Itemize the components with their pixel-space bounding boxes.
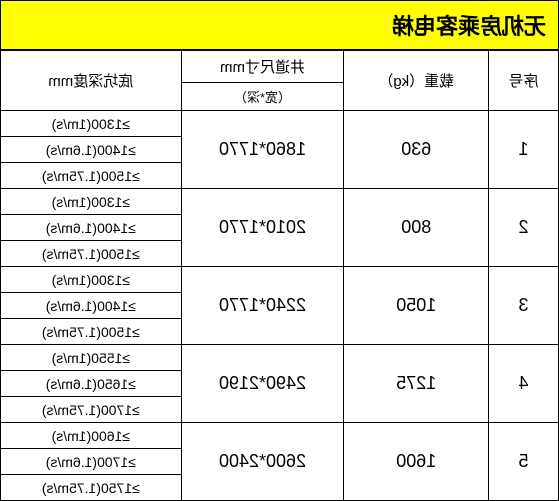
seq-cell: 1 <box>489 111 559 189</box>
seq-cell: 4 <box>489 345 559 423</box>
shaft-cell: 2010*1770 <box>181 189 344 267</box>
table-row: 4 1275 2490*2190 ≥1550(1m/s) <box>1 345 559 371</box>
seq-cell: 3 <box>489 267 559 345</box>
header-depth: 底坑深度mm <box>1 51 182 111</box>
depth-cell: ≥1650(1.6m/s) <box>1 371 182 397</box>
table-row: 1 630 1860*1770 ≥1300(1m/s) <box>1 111 559 137</box>
table-row: 5 1600 2600*2400 ≥1600(1m/s) <box>1 423 559 449</box>
depth-cell: ≥1750(1.75m/s) <box>1 475 182 501</box>
depth-cell: ≥1400(1.6m/s) <box>1 215 182 241</box>
shaft-cell: 2240*1770 <box>181 267 344 345</box>
table-body: 1 630 1860*1770 ≥1300(1m/s) ≥1400(1.6m/s… <box>1 111 559 501</box>
load-cell: 800 <box>344 189 489 267</box>
depth-cell: ≥1300(1m/s) <box>1 111 182 137</box>
depth-cell: ≥1500(1.75m/s) <box>1 241 182 267</box>
table-row: 3 1050 2240*1770 ≥1300(1m/s) <box>1 267 559 293</box>
depth-cell: ≥1300(1m/s) <box>1 267 182 293</box>
header-shaft-sub: （宽*深） <box>181 83 344 111</box>
depth-cell: ≥1400(1.6m/s) <box>1 293 182 319</box>
depth-cell: ≥1600(1m/s) <box>1 423 182 449</box>
depth-cell: ≥1550(1m/s) <box>1 345 182 371</box>
load-cell: 1600 <box>344 423 489 501</box>
shaft-cell: 2490*2190 <box>181 345 344 423</box>
shaft-cell: 2600*2400 <box>181 423 344 501</box>
seq-cell: 2 <box>489 189 559 267</box>
load-cell: 1050 <box>344 267 489 345</box>
header-shaft-top: 井道尺寸mm <box>181 51 344 83</box>
header-seq: 序号 <box>489 51 559 111</box>
title-bar: 无机房乘客电梯 <box>0 0 559 50</box>
depth-cell: ≥1400(1.6m/s) <box>1 137 182 163</box>
depth-cell: ≥1700(1.75m/s) <box>1 397 182 423</box>
depth-cell: ≥1700(1.6m/s) <box>1 449 182 475</box>
header-load: 载重（kg） <box>344 51 489 111</box>
load-cell: 1275 <box>344 345 489 423</box>
table-row: 2 800 2010*1770 ≥1300(1m/s) <box>1 189 559 215</box>
depth-cell: ≥1500(1.75m/s) <box>1 163 182 189</box>
seq-cell: 5 <box>489 423 559 501</box>
depth-cell: ≥1300(1m/s) <box>1 189 182 215</box>
load-cell: 630 <box>344 111 489 189</box>
depth-cell: ≥1500(1.75m/s) <box>1 319 182 345</box>
spec-table: 序号 载重（kg） 井道尺寸mm 底坑深度mm （宽*深） 1 630 1860… <box>0 50 559 501</box>
shaft-cell: 1860*1770 <box>181 111 344 189</box>
page-title: 无机房乘客电梯 <box>392 14 546 39</box>
